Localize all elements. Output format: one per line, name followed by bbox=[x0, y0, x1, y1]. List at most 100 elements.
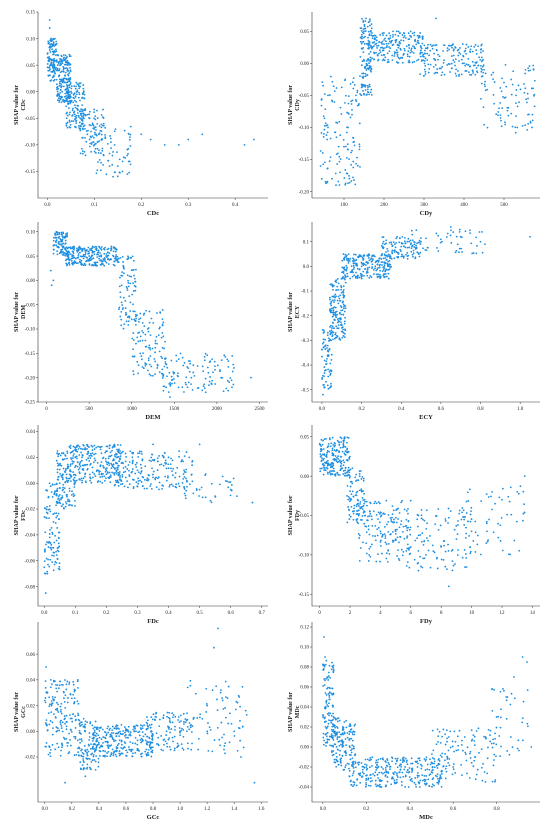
data-point bbox=[353, 274, 356, 277]
data-point bbox=[87, 750, 90, 753]
data-point bbox=[97, 161, 99, 163]
data-point bbox=[400, 242, 403, 245]
data-point bbox=[77, 687, 79, 689]
data-point bbox=[96, 461, 99, 464]
data-point bbox=[109, 745, 111, 748]
data-point bbox=[69, 99, 71, 102]
data-point bbox=[369, 91, 372, 94]
data-point bbox=[62, 81, 64, 84]
data-point bbox=[82, 760, 85, 762]
data-point bbox=[69, 246, 72, 249]
data-point bbox=[339, 134, 342, 137]
data-point bbox=[102, 456, 105, 459]
data-point bbox=[50, 59, 53, 62]
data-point bbox=[118, 457, 121, 460]
data-point bbox=[407, 512, 409, 515]
data-point bbox=[327, 340, 330, 342]
data-point bbox=[458, 247, 461, 250]
data-point bbox=[446, 64, 449, 66]
data-point bbox=[119, 455, 122, 458]
data-point bbox=[66, 467, 69, 470]
data-point bbox=[60, 95, 63, 98]
data-point bbox=[341, 324, 343, 327]
data-point bbox=[382, 240, 385, 243]
data-point bbox=[388, 259, 391, 262]
data-point bbox=[78, 93, 81, 96]
data-point bbox=[475, 252, 478, 255]
data-point bbox=[327, 350, 330, 353]
x-tick-label: 0.2 bbox=[69, 807, 76, 812]
data-point bbox=[80, 459, 83, 462]
data-point bbox=[458, 75, 460, 77]
data-point bbox=[58, 95, 61, 98]
data-point bbox=[438, 67, 441, 70]
data-point bbox=[161, 377, 164, 379]
data-point bbox=[157, 334, 160, 336]
data-point bbox=[419, 243, 422, 246]
data-point bbox=[67, 97, 70, 100]
y-tick-label: 0.15 bbox=[26, 11, 35, 16]
data-point bbox=[359, 75, 361, 78]
data-point bbox=[397, 549, 399, 551]
data-point bbox=[131, 269, 134, 271]
data-point bbox=[59, 502, 62, 505]
data-point bbox=[59, 723, 62, 726]
data-point bbox=[381, 252, 383, 255]
data-point bbox=[383, 276, 386, 279]
data-point bbox=[48, 533, 51, 535]
data-point bbox=[323, 128, 326, 131]
data-point bbox=[133, 284, 136, 287]
data-point bbox=[154, 360, 157, 363]
data-point bbox=[400, 548, 403, 551]
data-point bbox=[410, 229, 413, 232]
data-point bbox=[55, 43, 57, 45]
data-point bbox=[98, 730, 101, 732]
data-point bbox=[406, 561, 409, 564]
data-point bbox=[67, 91, 70, 94]
data-point bbox=[361, 508, 364, 510]
data-point bbox=[51, 733, 54, 736]
data-point bbox=[74, 464, 77, 467]
data-point bbox=[162, 335, 165, 338]
data-point bbox=[348, 174, 350, 177]
data-point bbox=[379, 532, 382, 535]
data-point bbox=[358, 143, 361, 146]
data-point bbox=[461, 556, 464, 559]
data-point bbox=[104, 457, 107, 460]
data-point bbox=[86, 113, 89, 116]
data-point bbox=[331, 452, 334, 454]
data-point bbox=[152, 443, 154, 446]
data-point bbox=[57, 475, 60, 478]
data-point bbox=[243, 143, 246, 146]
data-point bbox=[62, 54, 65, 56]
data-point bbox=[467, 520, 469, 523]
data-point bbox=[225, 387, 228, 390]
data-point bbox=[119, 291, 122, 294]
data-point bbox=[74, 125, 76, 128]
data-point bbox=[323, 329, 325, 332]
data-point bbox=[400, 245, 403, 248]
data-point bbox=[204, 377, 207, 380]
data-point bbox=[97, 249, 100, 252]
data-point bbox=[453, 528, 456, 531]
data-point bbox=[80, 477, 83, 480]
data-point bbox=[57, 54, 60, 57]
data-point bbox=[88, 117, 90, 119]
data-point bbox=[58, 243, 61, 246]
data-point bbox=[93, 131, 96, 134]
data-point bbox=[326, 138, 329, 141]
data-point bbox=[72, 454, 75, 457]
data-point bbox=[338, 160, 341, 163]
y-tick-label: -0.15 bbox=[25, 170, 36, 175]
data-point bbox=[65, 737, 68, 740]
data-point bbox=[59, 487, 61, 489]
data-point bbox=[118, 158, 121, 161]
data-point bbox=[356, 509, 359, 512]
data-point bbox=[95, 755, 97, 757]
data-point bbox=[61, 476, 63, 479]
data-point bbox=[368, 259, 371, 262]
data-point bbox=[219, 691, 222, 694]
data-point bbox=[78, 110, 81, 113]
data-point bbox=[144, 739, 147, 742]
data-point bbox=[422, 543, 425, 546]
